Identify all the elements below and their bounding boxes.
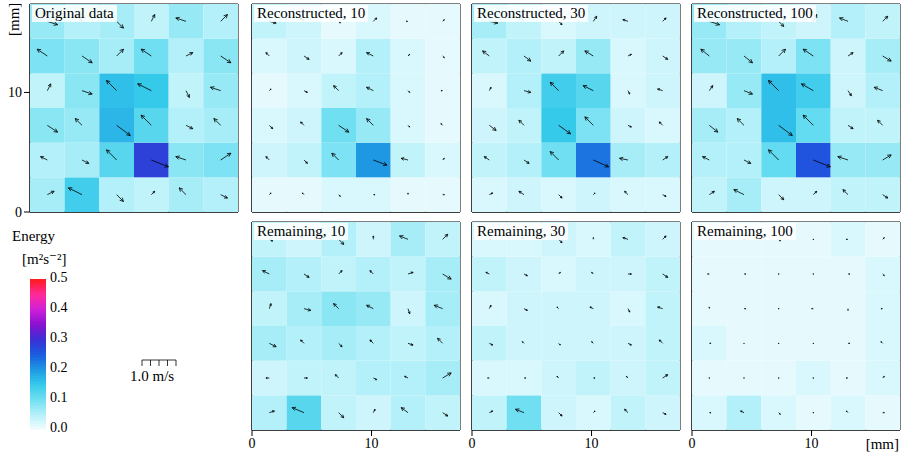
html-text:Reconstructed, 100: Reconstructed, 100: [697, 5, 813, 21]
svg-text:10: 10: [8, 85, 22, 100]
svg-text:0.0: 0.0: [50, 420, 68, 435]
html-text:[mm]: [mm]: [6, 2, 22, 36]
svg-text:0: 0: [469, 436, 476, 450]
html-text:Remaining, 30: Remaining, 30: [477, 223, 566, 239]
html-text:Remaining, 100: Remaining, 100: [697, 223, 793, 239]
svg-text:0: 0: [15, 205, 22, 220]
svg-text:0.1: 0.1: [50, 390, 68, 405]
svg-text:0: 0: [689, 436, 696, 450]
svg-text:10: 10: [805, 436, 819, 450]
svg-text:0: 0: [249, 436, 256, 450]
html-text:[m²s⁻²]: [m²s⁻²]: [22, 251, 67, 267]
svg-text:0.5: 0.5: [50, 270, 68, 285]
svg-text:10: 10: [365, 436, 379, 450]
html-text:[mm]: [mm]: [865, 436, 899, 452]
svg-text:0.4: 0.4: [50, 300, 68, 315]
html-text:1.0 m/s: 1.0 m/s: [130, 368, 175, 384]
svg-text:0.3: 0.3: [50, 330, 68, 345]
svg-text:10: 10: [585, 436, 599, 450]
svg-text:0.2: 0.2: [50, 360, 68, 375]
html-text:Remaining, 10: Remaining, 10: [257, 223, 346, 239]
html-text:Original data: Original data: [35, 5, 114, 21]
html-text:Energy: Energy: [12, 228, 55, 244]
html-text:Reconstructed, 30: Reconstructed, 30: [477, 5, 586, 21]
html-text:Reconstructed, 10: Reconstructed, 10: [257, 5, 366, 21]
